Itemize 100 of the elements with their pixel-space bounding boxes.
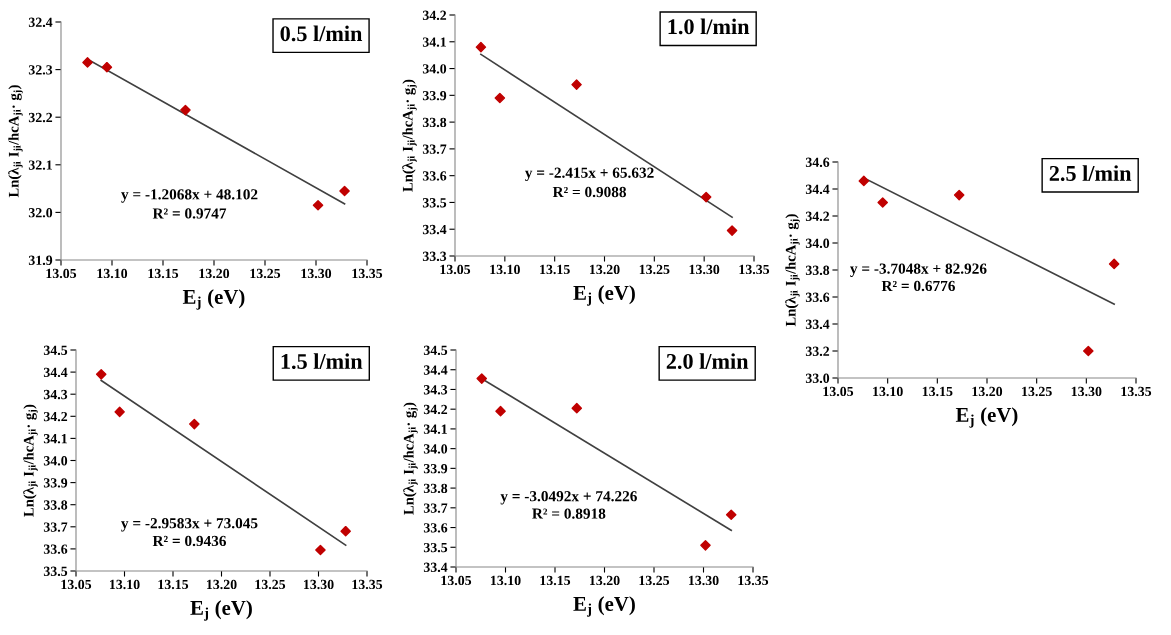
point bbox=[312, 199, 324, 211]
point bbox=[877, 197, 889, 208]
point bbox=[475, 41, 487, 53]
point bbox=[700, 539, 711, 551]
point bbox=[725, 509, 737, 521]
x-axis-title: E$_{j}$ (eV) bbox=[182, 289, 245, 310]
x-tick-label: 13.30 bbox=[303, 579, 334, 590]
annotation: R² = 0.6776 bbox=[881, 280, 955, 292]
y-tick-label: 34.1 bbox=[43, 434, 67, 444]
text: Ln(λ$_{ji}$ I$_{ji}$/hcA$_{ji}$· g$_{j}$) bbox=[402, 79, 417, 192]
y-tick-label: 33.8 bbox=[805, 265, 830, 276]
y-tick-label: 32.0 bbox=[28, 207, 53, 218]
x-tick-label: 13.05 bbox=[441, 575, 472, 586]
y-tick-label: 34.2 bbox=[423, 404, 448, 415]
x-tick-label: 13.35 bbox=[352, 268, 383, 279]
text: Ln(λ$_{ji}$ I$_{ji}$/hcA$_{ji}$· g$_{j}$) bbox=[23, 404, 38, 517]
chart-title: 1.0 l/min bbox=[668, 18, 750, 35]
y-tick-label: 33.6 bbox=[805, 292, 830, 303]
y-tick-label: 33.9 bbox=[423, 463, 448, 474]
x-tick-label: 13.15 bbox=[922, 386, 953, 397]
x-tick-label: 13.25 bbox=[639, 575, 670, 586]
y-tick-label: 33.7 bbox=[422, 144, 447, 154]
annotation: y = -3.0492x + 74.226 bbox=[500, 491, 637, 505]
y-tick-label: 34.1 bbox=[422, 37, 446, 47]
text: Ln(λ$_{ji}$ I$_{ji}$/hcA$_{ji}$· g$_{j}$) bbox=[403, 402, 418, 515]
y-tick-label: 32.3 bbox=[28, 65, 53, 75]
x-tick-label: 13.35 bbox=[352, 579, 383, 590]
y-tick-label: 33.4 bbox=[423, 562, 448, 573]
point bbox=[180, 104, 191, 116]
x-tick-label: 13.20 bbox=[589, 264, 620, 275]
y-tick-label: 33.8 bbox=[423, 483, 448, 494]
y-tick-label: 33.6 bbox=[423, 523, 448, 533]
x-axis-title: E$_{j}$ (eV) bbox=[573, 285, 635, 306]
y-tick-label: 34.2 bbox=[43, 411, 68, 422]
annotation: y = -2.415x + 65.632 bbox=[524, 167, 654, 181]
x-tick-label: 13.30 bbox=[301, 268, 332, 279]
point bbox=[953, 189, 965, 201]
y-tick-label: 33.8 bbox=[422, 117, 447, 128]
annotation: y = -2.9583x + 73.045 bbox=[121, 518, 258, 532]
y-tick-label: 34.0 bbox=[422, 64, 447, 74]
x-axis-title: E$_{j}$ (eV) bbox=[573, 596, 635, 617]
x-tick-label: 13.30 bbox=[1071, 386, 1102, 397]
point bbox=[571, 79, 582, 90]
x-tick-label: 13.05 bbox=[61, 579, 92, 590]
y-tick-label: 33.5 bbox=[423, 542, 448, 553]
y-tick-label: 32.1 bbox=[28, 160, 52, 170]
annotation: y = -3.7048x + 82.926 bbox=[850, 263, 987, 277]
point bbox=[114, 406, 125, 418]
x-tick-label: 13.20 bbox=[206, 579, 237, 590]
point bbox=[858, 175, 870, 187]
x-tick-label: 13.15 bbox=[148, 268, 179, 279]
point bbox=[95, 369, 107, 380]
x-tick-label: 13.10 bbox=[490, 575, 521, 586]
y-tick-label: 32.4 bbox=[28, 17, 53, 28]
x-tick-label: 13.05 bbox=[46, 268, 77, 279]
point bbox=[82, 57, 93, 68]
y-tick-label: 34.0 bbox=[805, 238, 830, 249]
text: Ln(λ$_{ji}$ I$_{ji}$/hcA$_{ji}$· g$_{j}$) bbox=[8, 85, 23, 198]
y-tick-label: 34.5 bbox=[43, 345, 68, 356]
y-tick-label: 33.4 bbox=[422, 224, 447, 235]
y-tick-label: 33.5 bbox=[422, 198, 447, 208]
x-tick-label: 13.30 bbox=[689, 264, 720, 275]
chart-title: 2.0 l/min bbox=[666, 353, 749, 369]
y-tick-label: 34.6 bbox=[805, 157, 830, 168]
y-tick-label: 33.6 bbox=[43, 544, 68, 554]
text: Ln(λ$_{ji}$ I$_{ji}$/hcA$_{ji}$· g$_{j}$) bbox=[785, 214, 800, 327]
x-tick-label: 13.10 bbox=[97, 268, 128, 279]
y-tick-label: 33.7 bbox=[423, 503, 448, 513]
point bbox=[339, 185, 350, 197]
y-tick-label: 33.0 bbox=[805, 373, 830, 384]
x-tick-label: 13.30 bbox=[688, 575, 719, 586]
x-axis-title: E$_{j}$ (eV) bbox=[955, 407, 1018, 428]
point bbox=[494, 92, 506, 104]
y-tick-label: 31.9 bbox=[28, 255, 53, 266]
x-tick-label: 13.35 bbox=[738, 575, 769, 586]
x-tick-label: 13.20 bbox=[972, 386, 1003, 397]
y-tick-label: 33.3 bbox=[422, 251, 447, 262]
y-tick-label: 33.4 bbox=[805, 319, 830, 330]
point bbox=[476, 373, 488, 384]
y-tick-label: 33.8 bbox=[43, 500, 68, 510]
x-tick-label: 13.35 bbox=[739, 264, 770, 275]
y-tick-label: 34.0 bbox=[423, 444, 448, 454]
point bbox=[495, 405, 506, 417]
point bbox=[340, 525, 351, 537]
annotation: R² = 0.9747 bbox=[152, 208, 227, 219]
x-tick-label: 13.25 bbox=[250, 268, 281, 279]
y-tick-label: 33.9 bbox=[43, 478, 68, 488]
annotation: y = -1.2068x + 48.102 bbox=[121, 189, 258, 203]
y-tick-label: 34.4 bbox=[423, 365, 448, 375]
point bbox=[101, 61, 113, 73]
y-tick-label: 34.5 bbox=[423, 345, 448, 356]
point bbox=[700, 191, 712, 203]
x-tick-label: 13.25 bbox=[1022, 386, 1052, 397]
y-tick-label: 33.7 bbox=[43, 522, 68, 532]
x-tick-label: 13.15 bbox=[540, 264, 570, 275]
y-tick-label: 33.2 bbox=[805, 346, 830, 357]
x-tick-label: 13.20 bbox=[199, 268, 230, 279]
annotation: R² = 0.9436 bbox=[152, 535, 227, 547]
y-tick-label: 34.2 bbox=[422, 10, 447, 21]
chart-title: 2.5 l/min bbox=[1049, 165, 1132, 181]
